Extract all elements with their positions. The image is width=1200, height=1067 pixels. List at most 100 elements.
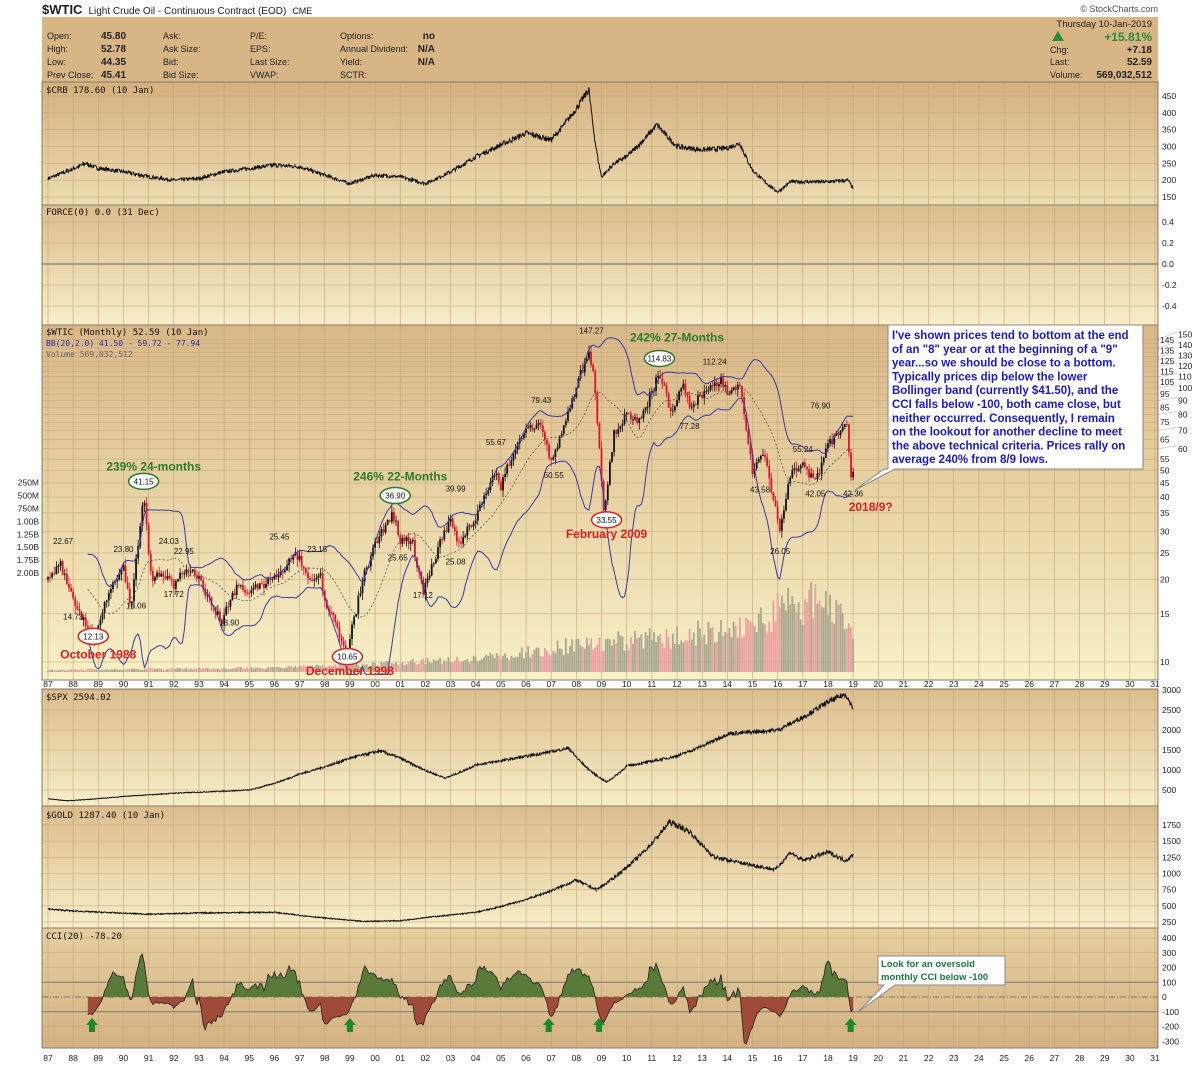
candle-body: [409, 541, 412, 544]
annotation-group: 246% 22-Months: [353, 469, 447, 483]
candle-body: [388, 520, 391, 522]
candle-body: [785, 498, 787, 511]
volume-bar: [472, 655, 475, 672]
volume-bar: [206, 668, 209, 672]
gold-price-line: [47, 819, 854, 923]
x-tick-label: 93: [194, 679, 204, 689]
volume-bar: [110, 669, 112, 672]
candle-body: [525, 428, 527, 433]
candle-body: [558, 435, 561, 448]
candle-body: [107, 592, 110, 601]
price-label-group: 41.15: [127, 472, 160, 491]
candle-body: [520, 437, 523, 439]
candle-body: [118, 574, 121, 581]
volume-bar: [613, 639, 615, 672]
candle-body: [810, 473, 813, 478]
x-tick-label: 25: [999, 1053, 1009, 1063]
spx-panel: [42, 689, 1158, 806]
bb-upper-band: [87, 337, 854, 587]
y-tick-label: 0.4: [1162, 217, 1174, 227]
volume-bar: [269, 667, 272, 672]
volume-bar: [537, 647, 540, 672]
price-label: 77.28: [680, 422, 701, 431]
y-tick-label: 70: [1178, 425, 1188, 435]
candle-body: [374, 541, 376, 548]
field-label: SCTR:: [340, 70, 367, 80]
candle-body: [68, 583, 70, 588]
candle-body: [279, 571, 282, 576]
y-tick-label: 3000: [1162, 685, 1181, 695]
candle-body: [216, 611, 219, 615]
field-label: Bid:: [163, 57, 179, 67]
x-tick-label: 10: [622, 1053, 632, 1063]
y-tick-label: 150: [1162, 192, 1176, 202]
candle-body: [476, 510, 479, 521]
x-tick-label: 22: [924, 679, 934, 689]
price-label: 33.55: [597, 516, 618, 525]
candle-body: [162, 573, 165, 577]
price-label-group: 39.99: [446, 484, 467, 493]
candle-body: [560, 434, 563, 436]
volume-bar: [822, 607, 825, 672]
volume-bar: [705, 644, 708, 672]
volume-bar: [441, 663, 444, 672]
candle-body: [619, 425, 622, 429]
y-tick-label: 50: [1160, 465, 1170, 475]
x-tick-label: 01: [396, 679, 406, 689]
candle-body: [648, 392, 651, 407]
candle-body: [99, 619, 102, 626]
volume-bar: [757, 613, 760, 672]
candle-body: [806, 467, 808, 470]
volume-tick-label: 2.00B: [17, 568, 40, 578]
y-tick-label: 90: [1178, 396, 1188, 406]
chg-value: +7.18: [1127, 45, 1153, 56]
y-tick-label: -0.2: [1162, 280, 1177, 290]
volume-bar: [707, 621, 710, 672]
volume-bar: [357, 664, 360, 672]
volume-bar: [483, 657, 486, 672]
candle-body: [311, 579, 314, 581]
volume-bar: [353, 665, 356, 672]
volume-bar: [541, 656, 544, 672]
candle-body: [680, 388, 683, 392]
volume-bar: [722, 635, 725, 672]
candle-body: [307, 572, 309, 579]
volume-bar: [267, 667, 270, 672]
volume-bar: [512, 657, 515, 672]
volume-bar: [571, 639, 574, 672]
candle-body: [135, 558, 137, 580]
bb-legend: BB(20,2.0) 41.50 - 59.72 - 77.94: [46, 339, 200, 348]
volume-bar: [239, 667, 242, 672]
note-line: CCI falls below -100, both came close, b…: [892, 399, 1121, 411]
candle-body: [462, 537, 465, 544]
volume-bar: [317, 665, 320, 672]
candle-body: [233, 592, 236, 595]
volume-bar: [585, 637, 588, 672]
candle-body: [342, 641, 345, 646]
volume-bar: [770, 632, 773, 672]
candle-body: [713, 382, 716, 387]
volume-bar: [562, 654, 565, 672]
candle-body: [55, 566, 58, 575]
volume-bar: [271, 667, 274, 672]
volume-bar: [141, 669, 144, 672]
candle-body: [839, 430, 842, 436]
candle-body: [221, 620, 223, 625]
copyright: © StockCharts.com: [1080, 4, 1158, 14]
volume-bar: [619, 635, 622, 672]
volume-bar: [210, 669, 213, 672]
candle-body: [61, 561, 64, 575]
x-tick-label: 18: [823, 679, 833, 689]
x-tick-label: 21: [899, 1053, 909, 1063]
quote-info-panel: Open: 45.80 Ask: P/E: Options: no High: 52.78 As…: [42, 17, 1158, 82]
candle-body: [239, 585, 242, 587]
x-tick-label: 27: [1050, 1053, 1060, 1063]
volume-bar: [172, 669, 175, 672]
candle-body: [59, 561, 62, 566]
volume-bar: [103, 669, 106, 672]
y-tick-label: -100: [1162, 1007, 1179, 1017]
volume-bar: [439, 657, 441, 672]
price-label-group: 112.24: [703, 357, 727, 366]
candle-body: [661, 378, 664, 384]
volume-tick-label: 1.25B: [17, 529, 40, 539]
